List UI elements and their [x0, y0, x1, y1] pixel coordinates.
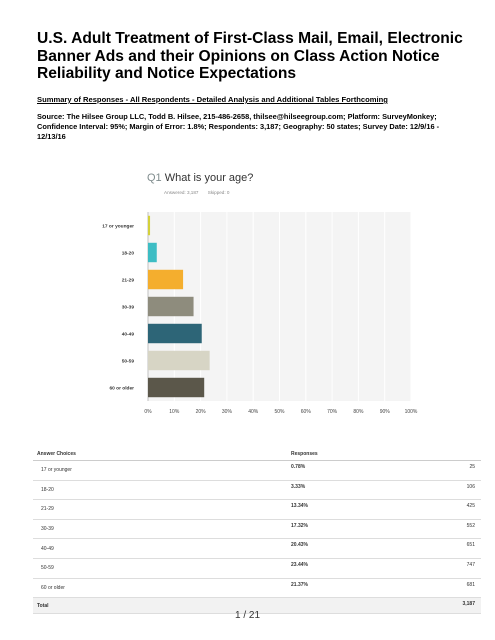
row-percent: 20.43% [287, 538, 371, 559]
table-row: 30-39 17.32% 552 [33, 519, 481, 540]
row-choice: 40-49 [33, 538, 287, 559]
bar-50-59 [148, 350, 210, 371]
x-tick-label: 90% [380, 409, 391, 415]
category-label: 30-39 [122, 304, 135, 310]
bar-40-49 [148, 323, 202, 344]
question-heading: Q1 What is your age? [147, 172, 253, 184]
x-tick-label: 0% [144, 409, 152, 415]
source-note: Source: The Hilsee Group LLC, Todd B. Hi… [37, 112, 440, 141]
table-row: 50-59 23.44% 747 [33, 558, 481, 579]
category-label: 40-49 [122, 331, 135, 337]
question-stats: Answered: 3,187 Skipped: 0 [164, 190, 237, 195]
category-label: 17 or younger [102, 223, 134, 229]
row-count: 651 [371, 538, 481, 559]
x-tick-label: 30% [222, 409, 233, 415]
x-tick-label: 50% [274, 409, 285, 415]
row-count: 25 [371, 460, 481, 481]
row-percent: 0.78% [287, 460, 371, 481]
table-row: 21-29 13.34% 425 [33, 499, 481, 520]
document-title: U.S. Adult Treatment of First-Class Mail… [37, 30, 463, 82]
row-percent: 13.34% [287, 499, 371, 520]
bar-60-or-older [148, 377, 205, 398]
row-percent: 21.37% [287, 578, 371, 599]
row-count: 681 [371, 578, 481, 599]
x-tick-label: 70% [327, 409, 338, 415]
bar-17-or-younger [148, 215, 151, 236]
row-choice: 21-29 [33, 499, 287, 520]
row-percent: 23.44% [287, 558, 371, 579]
x-tick-label: 20% [196, 409, 207, 415]
total-row: Total 3,187 [33, 597, 481, 615]
page-number: 1 / 21 [234, 610, 261, 621]
total-count: 3,187 [371, 597, 481, 615]
answered-count: Answered: 3,187 [164, 190, 199, 195]
age-bar-chart: 0% 10% 20% 30% 40% 50% 60% 70% 80% 90% 100% 17 or y… [102, 212, 418, 415]
table-header-row: Answer Choices Responses [33, 448, 481, 461]
x-tick-label: 80% [353, 409, 364, 415]
header-responses: Responses [287, 448, 481, 461]
row-choice: 30-39 [33, 519, 287, 540]
table-row: 60 or older 21.37% 681 [33, 578, 481, 599]
total-label: Total [33, 597, 287, 615]
category-label: 21-29 [122, 277, 135, 283]
header-answer-choices: Answer Choices [33, 448, 287, 461]
x-tick-label: 10% [169, 409, 180, 415]
question-number: Q1 [147, 172, 162, 184]
row-choice: 18-20 [33, 480, 287, 501]
category-label: 60 or older [109, 385, 134, 391]
table-row: 18-20 3.33% 106 [33, 480, 481, 501]
bar-21-29 [148, 269, 184, 290]
bar-30-39 [148, 296, 194, 317]
row-percent: 17.32% [287, 519, 371, 540]
row-count: 106 [371, 480, 481, 501]
row-choice: 50-59 [33, 558, 287, 579]
x-tick-label: 60% [301, 409, 312, 415]
table-row: 17 or younger 0.78% 25 [33, 460, 481, 481]
row-choice: 17 or younger [33, 460, 287, 481]
bar-18-20 [148, 242, 157, 263]
question-text: What is your age? [164, 172, 254, 184]
category-label: 18-20 [122, 250, 135, 256]
row-count: 425 [371, 499, 481, 520]
row-count: 747 [371, 558, 481, 579]
row-percent: 3.33% [287, 480, 371, 501]
x-tick-label: 100% [405, 409, 418, 415]
responses-table: Answer Choices Responses 17 or younger 0.… [33, 448, 481, 615]
table-row: 40-49 20.43% 651 [33, 538, 481, 559]
row-choice: 60 or older [33, 578, 287, 599]
document-subtitle: Summary of Responses - All Respondents -… [37, 95, 388, 104]
row-count: 552 [371, 519, 481, 540]
category-label: 50-59 [122, 358, 135, 364]
total-percent [287, 597, 371, 615]
skipped-count: Skipped: 0 [207, 190, 230, 195]
x-tick-label: 40% [248, 409, 259, 415]
